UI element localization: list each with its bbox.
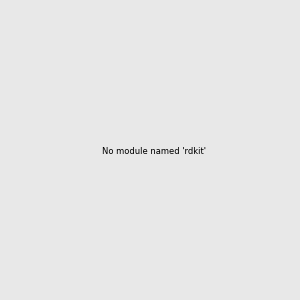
Text: No module named 'rdkit': No module named 'rdkit' xyxy=(102,147,206,156)
